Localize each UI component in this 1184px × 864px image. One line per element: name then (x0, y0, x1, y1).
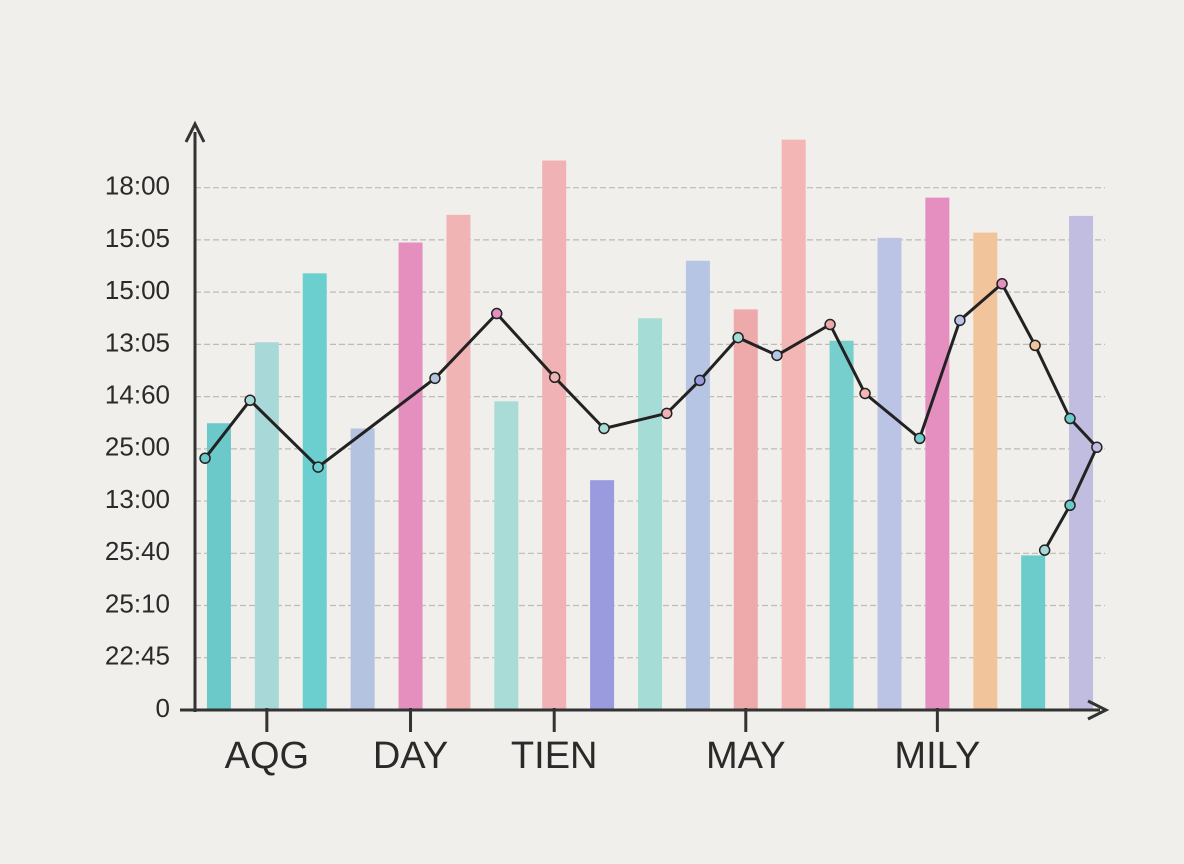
line-point (1038, 544, 1051, 556)
x-tick-label: AQG (225, 735, 309, 777)
line-point (694, 374, 706, 387)
bar (829, 340, 854, 710)
bars (206, 139, 1094, 711)
line-point (598, 422, 610, 435)
line-point (1064, 499, 1076, 511)
bar (302, 273, 327, 710)
bar (1021, 555, 1046, 710)
line-point (913, 432, 926, 445)
y-tick-label: 18:00 (105, 171, 170, 201)
x-tick-label: MILY (894, 735, 980, 777)
y-tick-label: 13:05 (105, 327, 170, 357)
bar (638, 318, 662, 710)
line-layer (199, 278, 1103, 556)
x-tick-label: TIEN (511, 735, 598, 777)
y-tick-label: 25:10 (105, 588, 170, 618)
line-point (1064, 412, 1076, 425)
line-point (199, 452, 211, 464)
x-tick-label: DAY (373, 735, 448, 777)
x-tick-label: MAY (706, 735, 786, 777)
labels: 0 22:45 25:10 25:40 13:00 25:00 14:60 13:05 15:0… (105, 171, 980, 777)
line-point (996, 278, 1008, 290)
y-tick-label: 25:40 (105, 536, 170, 566)
line-point (954, 314, 966, 327)
bar (973, 232, 998, 711)
line-point (548, 371, 561, 384)
x-axis-arrow (1087, 699, 1110, 721)
line-point (732, 331, 744, 344)
y-tick-label: 13:00 (105, 484, 170, 514)
line-point (859, 387, 871, 400)
line-point (661, 407, 673, 420)
y-tick-label: 14:60 (105, 379, 170, 409)
line-point (1029, 339, 1041, 352)
y-tick-label: 25:00 (105, 432, 170, 462)
bar (398, 242, 423, 710)
bar (733, 309, 758, 710)
bar (350, 428, 375, 710)
bar (925, 197, 950, 711)
y-axis-arrow (184, 120, 206, 143)
line-point (312, 461, 324, 473)
bar (254, 342, 279, 710)
y-tick-label: 15:05 (105, 223, 170, 253)
bar (685, 260, 710, 710)
line-point (429, 372, 441, 385)
line-point (824, 318, 836, 331)
y-tick-label: 22:45 (105, 641, 170, 671)
line-point (1091, 441, 1103, 454)
bar (542, 160, 567, 711)
line-point (771, 349, 783, 362)
bar (877, 237, 902, 711)
y-tick-label: 15:00 (105, 275, 170, 305)
bar (206, 423, 231, 710)
bar (781, 139, 806, 710)
bar (590, 480, 615, 710)
line-point (244, 394, 256, 407)
line-point (490, 307, 503, 320)
bar (446, 214, 471, 710)
bar (494, 401, 519, 710)
y-tick-label: 0 (156, 693, 170, 723)
